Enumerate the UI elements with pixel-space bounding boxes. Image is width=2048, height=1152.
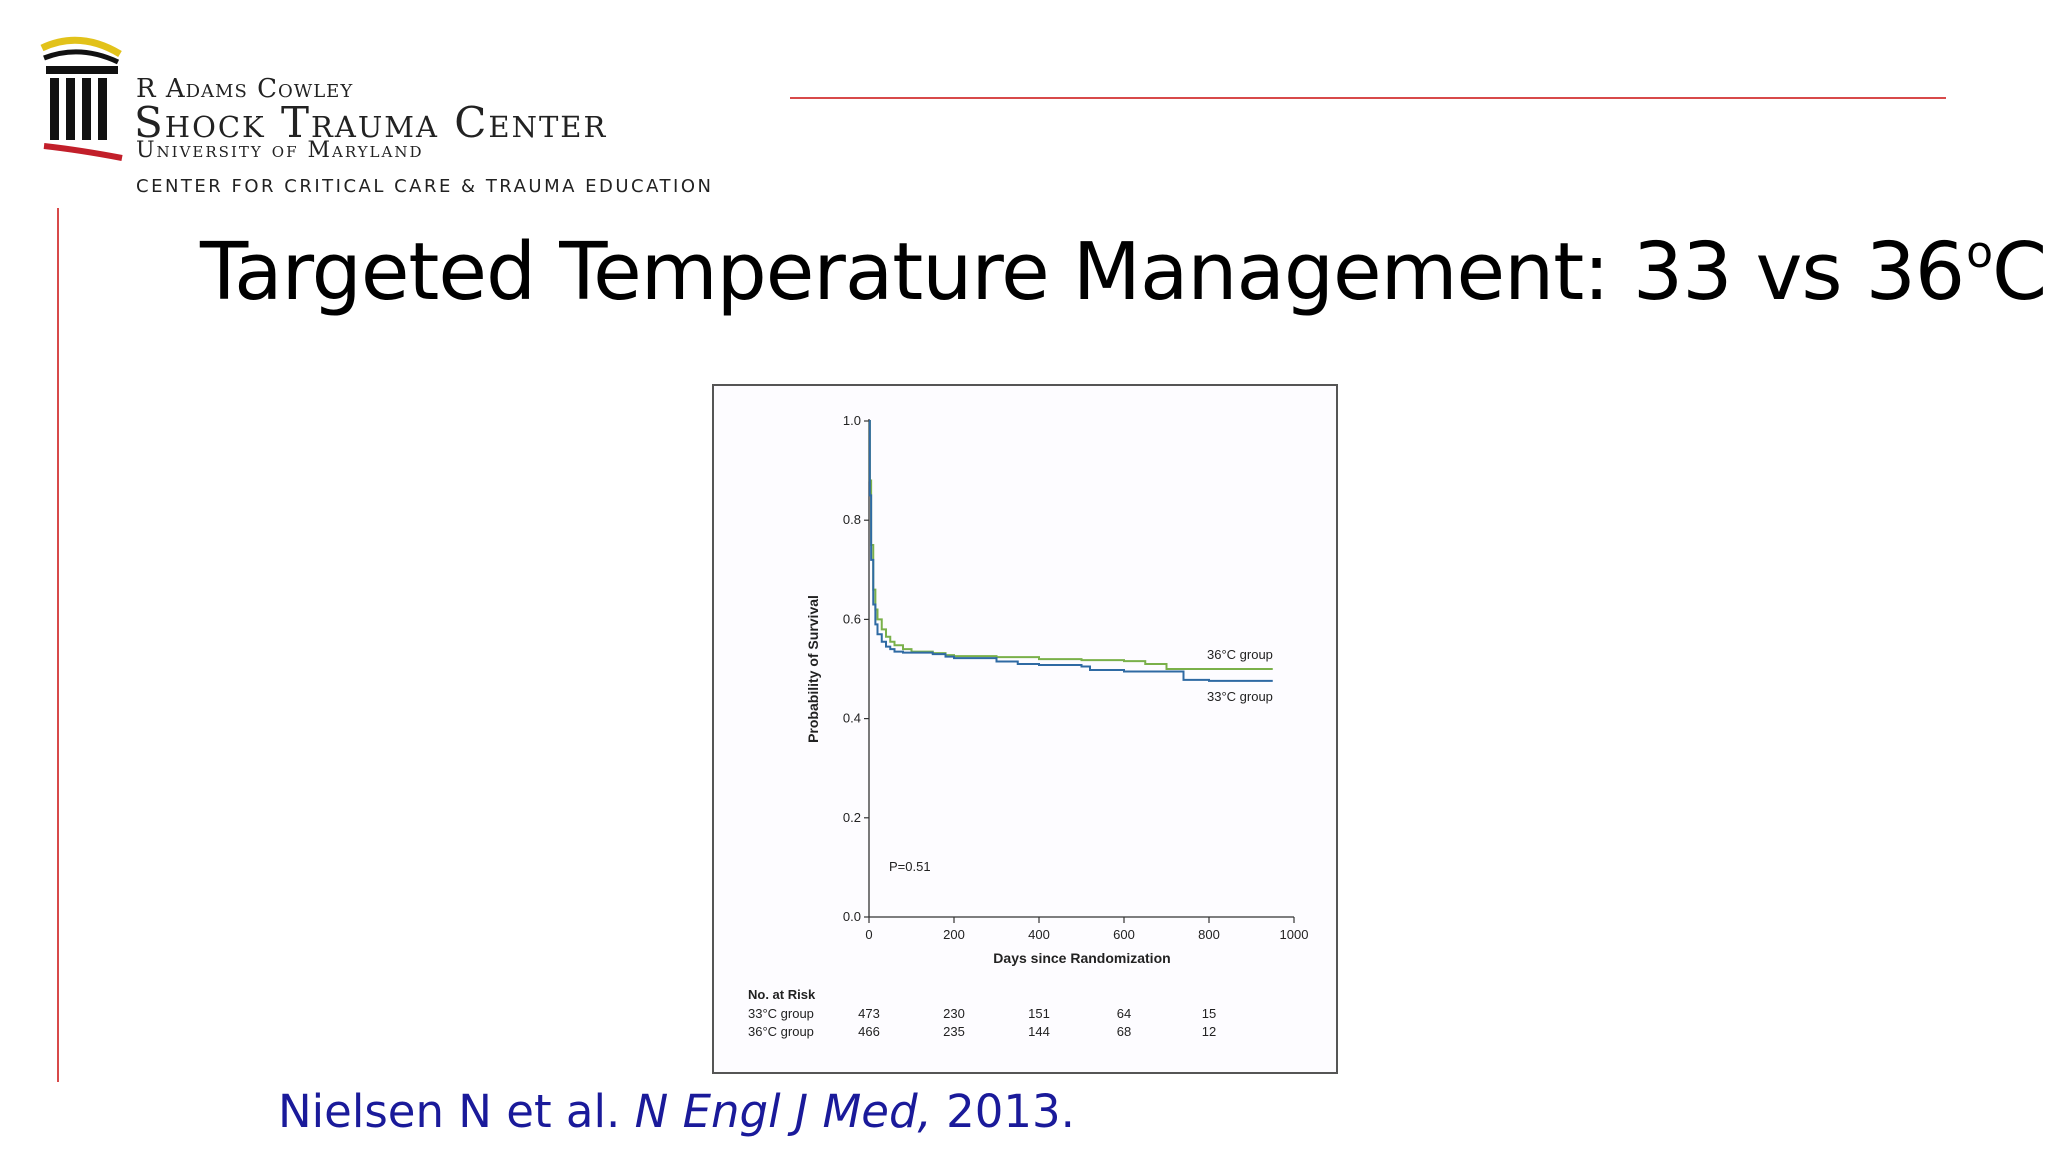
x-tick-label: 0: [865, 927, 872, 942]
slide-title-degree: o: [1966, 227, 1993, 278]
left-accent-rule: [57, 208, 59, 1082]
series-label-33c: 33°C group: [1207, 689, 1273, 704]
risk-table-header: No. at Risk: [748, 987, 816, 1002]
slide-title-main: Targeted Temperature Management: 33 vs 3…: [200, 226, 1965, 318]
survival-chart: 0.0 0.2 0.4 0.6 0.8 1.0 0 200 400 600 800 1000 Days …: [748, 413, 1309, 1039]
logo-line-education-center: Center for Critical Care & Trauma Educat…: [136, 176, 714, 197]
citation-authors: Nielsen N et al.: [278, 1085, 635, 1138]
risk-value: 12: [1202, 1024, 1216, 1039]
survival-chart-frame: 0.0 0.2 0.4 0.6 0.8 1.0 0 200 400 600 800 1000 Days …: [712, 384, 1338, 1074]
p-value-annotation: P=0.51: [889, 859, 931, 874]
risk-row-label: 33°C group: [748, 1006, 814, 1021]
x-tick-label: 800: [1198, 927, 1220, 942]
citation: Nielsen N et al. N Engl J Med, 2013.: [278, 1085, 1075, 1138]
y-tick-label: 0.0: [843, 909, 861, 924]
logo-line-shock-trauma-center: Shock Trauma Center: [134, 98, 608, 147]
risk-value: 64: [1117, 1006, 1131, 1021]
y-tick-label: 0.6: [843, 611, 861, 626]
column-building-icon: [40, 36, 123, 161]
risk-value: 68: [1117, 1024, 1131, 1039]
x-tick-label: 200: [943, 927, 965, 942]
x-tick-label: 600: [1113, 927, 1135, 942]
y-tick-label: 0.8: [843, 512, 861, 527]
series-label-36c: 36°C group: [1207, 647, 1273, 662]
x-tick-label: 1000: [1280, 927, 1309, 942]
risk-value: 15: [1202, 1006, 1216, 1021]
slide-title: Targeted Temperature Management: 33 vs 3…: [200, 226, 2047, 318]
citation-journal: N Engl J Med,: [634, 1085, 932, 1138]
risk-row-label: 36°C group: [748, 1024, 814, 1039]
y-tick-label: 0.2: [843, 810, 861, 825]
y-tick-label: 1.0: [843, 413, 861, 428]
citation-year: 2013.: [931, 1085, 1075, 1138]
x-axis-label: Days since Randomization: [993, 950, 1170, 966]
y-axis-label: Probability of Survival: [805, 595, 821, 743]
series-line-33c: [868, 420, 1273, 682]
shock-trauma-logo: R Adams Cowley Shock Trauma Center Unive…: [40, 34, 800, 204]
logo-line-university: University of Maryland: [136, 138, 424, 163]
series-line-36c: [868, 420, 1273, 670]
y-tick-label: 0.4: [843, 711, 861, 726]
risk-value: 151: [1028, 1006, 1050, 1021]
slide-title-unit: C: [1992, 226, 2047, 318]
risk-value: 144: [1028, 1024, 1050, 1039]
logo-line-adams-cowley: R Adams Cowley: [136, 74, 354, 104]
risk-value: 473: [858, 1006, 880, 1021]
risk-value: 230: [943, 1006, 965, 1021]
header-rule: [790, 97, 1946, 99]
x-tick-label: 400: [1028, 927, 1050, 942]
risk-value: 466: [858, 1024, 880, 1039]
risk-value: 235: [943, 1024, 965, 1039]
